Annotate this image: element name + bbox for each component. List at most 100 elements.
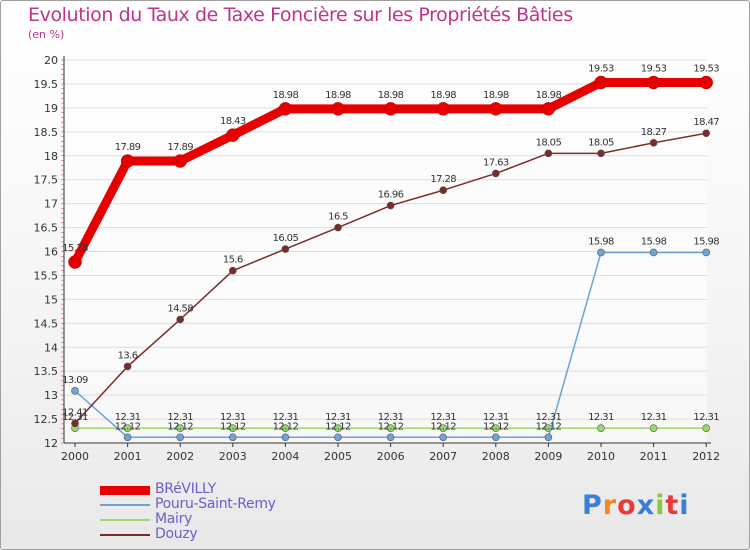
data-point bbox=[173, 154, 187, 168]
data-point bbox=[331, 102, 345, 116]
data-point bbox=[646, 75, 661, 90]
data-label: 17.28 bbox=[430, 174, 456, 185]
data-label: 17.63 bbox=[483, 157, 509, 168]
proxiti-logo: Proxiti bbox=[582, 490, 690, 521]
data-label: 12.31 bbox=[273, 412, 299, 423]
data-point bbox=[71, 387, 79, 395]
data-point bbox=[439, 424, 448, 432]
data-label: 12.12 bbox=[378, 421, 404, 432]
x-tick-label: 2011 bbox=[640, 450, 668, 463]
legend-swatch bbox=[100, 519, 150, 521]
y-tick-label: 17.5 bbox=[34, 174, 59, 187]
x-tick-label: 2002 bbox=[166, 450, 194, 463]
data-point bbox=[491, 433, 500, 442]
legend-swatch bbox=[100, 534, 150, 536]
data-point bbox=[439, 186, 448, 195]
data-point bbox=[123, 433, 132, 442]
data-point bbox=[123, 362, 132, 371]
data-point bbox=[68, 255, 82, 269]
data-label: 12.12 bbox=[115, 421, 141, 432]
data-point bbox=[176, 315, 184, 324]
x-tick-label: 2012 bbox=[692, 450, 720, 463]
data-label: 15.98 bbox=[641, 236, 667, 247]
y-tick-label: 18 bbox=[44, 150, 58, 163]
data-label: 17.89 bbox=[115, 142, 141, 153]
data-label: 18.98 bbox=[378, 90, 404, 101]
data-label: 16.96 bbox=[378, 190, 404, 201]
data-label: 18.05 bbox=[588, 137, 614, 148]
data-label: 12.12 bbox=[430, 421, 456, 432]
data-point bbox=[334, 424, 342, 432]
y-tick-label: 13 bbox=[44, 389, 58, 402]
x-tick-label: 2005 bbox=[324, 450, 352, 463]
data-label: 12.31 bbox=[483, 412, 509, 423]
data-point bbox=[649, 248, 658, 257]
data-label: 18.27 bbox=[641, 127, 667, 138]
y-tick-label: 14 bbox=[44, 341, 58, 354]
data-label: 18.47 bbox=[693, 117, 719, 128]
data-point bbox=[702, 248, 711, 257]
logo-letter: x bbox=[636, 490, 656, 521]
data-labels: 12.31 12.31 12.31 12.31 12.31 12.31 12.31 12.31… bbox=[62, 64, 720, 433]
y-tick-label: 15 bbox=[44, 293, 58, 306]
legend-label: Mairy bbox=[155, 511, 193, 527]
x-tick-label: 2001 bbox=[114, 450, 142, 463]
data-point bbox=[597, 424, 605, 432]
data-point bbox=[281, 424, 290, 432]
logo-letter: i bbox=[679, 490, 690, 521]
data-point bbox=[544, 149, 553, 158]
data-point bbox=[120, 154, 135, 168]
y-tick-label: 19.5 bbox=[34, 78, 59, 91]
x-tick-label: 2007 bbox=[429, 450, 457, 463]
data-label: 12.31 bbox=[378, 412, 404, 423]
data-point bbox=[334, 223, 342, 232]
data-point bbox=[597, 248, 605, 257]
data-label: 16.05 bbox=[273, 233, 299, 244]
logo-letter: i bbox=[655, 490, 666, 521]
y-tick-label: 16 bbox=[44, 246, 58, 259]
series-lines bbox=[68, 75, 713, 442]
data-label: 12.41 bbox=[62, 407, 88, 418]
data-point bbox=[491, 169, 500, 178]
chart-title: Evolution du Taux de Taxe Foncière sur l… bbox=[28, 4, 573, 26]
legend-label: Pouru-Saint-Remy bbox=[155, 496, 276, 512]
data-label: 12.31 bbox=[325, 412, 351, 423]
data-label: 18.98 bbox=[273, 90, 299, 101]
data-label: 12.12 bbox=[483, 421, 509, 432]
data-label: 12.31 bbox=[430, 412, 456, 423]
data-label: 19.53 bbox=[588, 64, 614, 75]
data-point bbox=[702, 129, 711, 138]
data-label: 12.31 bbox=[536, 412, 562, 423]
y-tick-label: 14.5 bbox=[34, 317, 59, 330]
data-point bbox=[649, 139, 658, 147]
data-point bbox=[597, 149, 605, 158]
data-label: 19.53 bbox=[693, 64, 719, 75]
data-point bbox=[649, 424, 658, 432]
x-tick-label: 2006 bbox=[377, 450, 405, 463]
legend-swatch bbox=[100, 504, 150, 506]
y-tick-label: 18.5 bbox=[34, 126, 59, 139]
x-tick-label: 2008 bbox=[482, 450, 510, 463]
logo-letter: t bbox=[665, 490, 680, 521]
data-point bbox=[491, 424, 500, 432]
y-tick-label: 16.5 bbox=[34, 222, 59, 235]
data-label: 15.78 bbox=[62, 243, 88, 254]
data-point bbox=[229, 433, 237, 442]
legend-swatch bbox=[100, 485, 150, 495]
data-label: 12.31 bbox=[641, 412, 667, 423]
x-tick-label: 2010 bbox=[587, 450, 615, 463]
data-label: 13.6 bbox=[118, 350, 138, 361]
data-point bbox=[278, 102, 293, 116]
data-label: 12.12 bbox=[167, 421, 193, 432]
data-label: 14.58 bbox=[167, 303, 193, 314]
data-label: 18.98 bbox=[325, 90, 351, 101]
data-label: 12.31 bbox=[115, 412, 141, 423]
x-tick-label: 2003 bbox=[219, 450, 247, 463]
data-label: 15.6 bbox=[223, 255, 243, 266]
data-point bbox=[176, 433, 184, 442]
data-label: 12.12 bbox=[325, 421, 351, 432]
data-point bbox=[386, 433, 395, 442]
x-tick-label: 2000 bbox=[61, 450, 89, 463]
data-point bbox=[226, 128, 240, 142]
